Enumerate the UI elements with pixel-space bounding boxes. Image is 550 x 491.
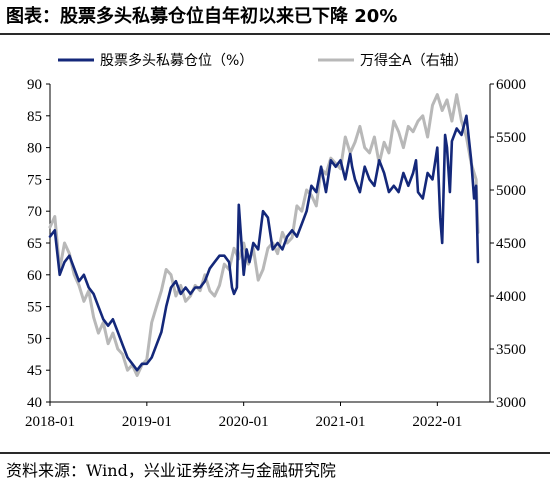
x-tick-label: 2020-01	[219, 414, 269, 430]
legend-item-wind-a-label: 万得全A（右轴）	[360, 52, 468, 69]
y-left-tick-label: 40	[27, 395, 42, 411]
title-divider	[0, 33, 550, 35]
y-right-tick-label: 4000	[496, 289, 526, 305]
y-left-tick-label: 65	[27, 236, 42, 252]
chart-series	[48, 93, 480, 377]
y-left-tick-label: 60	[27, 268, 42, 284]
chart-legend: 股票多头私募仓位（%） 万得全A（右轴）	[58, 52, 468, 69]
y-right-tick-label: 6000	[496, 77, 526, 93]
source-divider	[0, 452, 550, 454]
y-left-tick-label: 75	[27, 172, 42, 188]
x-tick-label: 2018-01	[25, 414, 75, 430]
y-left-tick-label: 80	[27, 141, 42, 157]
chart-title: 图表：股票多头私募仓位自年初以来已下降 20%	[6, 6, 398, 27]
y-left-tick-label: 50	[27, 331, 42, 347]
y-left-tick-label: 55	[27, 300, 42, 316]
y-left-tick-label: 45	[27, 363, 42, 379]
y-right-tick-label: 5000	[496, 183, 526, 199]
y-right-tick-label: 3000	[496, 395, 526, 411]
y-right-tick-label: 4500	[496, 236, 526, 252]
series-line-wind-a	[48, 93, 480, 377]
x-tick-label: 2021-01	[315, 414, 365, 430]
series-line-position	[48, 114, 480, 372]
y-left-tick-label: 90	[27, 77, 42, 93]
source-note: 资料来源：Wind，兴业证券经济与金融研究院	[6, 461, 336, 480]
legend-item-position-label: 股票多头私募仓位（%）	[100, 52, 253, 69]
chart-axes: 40 45 50 55 60 65 70 75 80 85 90 3000 3500 4000 4500 50…	[25, 77, 526, 430]
y-right-tick-label: 5500	[496, 130, 526, 146]
y-left-tick-label: 70	[27, 204, 42, 220]
x-tick-label: 2019-01	[122, 414, 172, 430]
y-right-tick-label: 3500	[496, 342, 526, 358]
x-tick-label: 2022-01	[412, 414, 462, 430]
y-left-tick-label: 85	[27, 109, 42, 125]
